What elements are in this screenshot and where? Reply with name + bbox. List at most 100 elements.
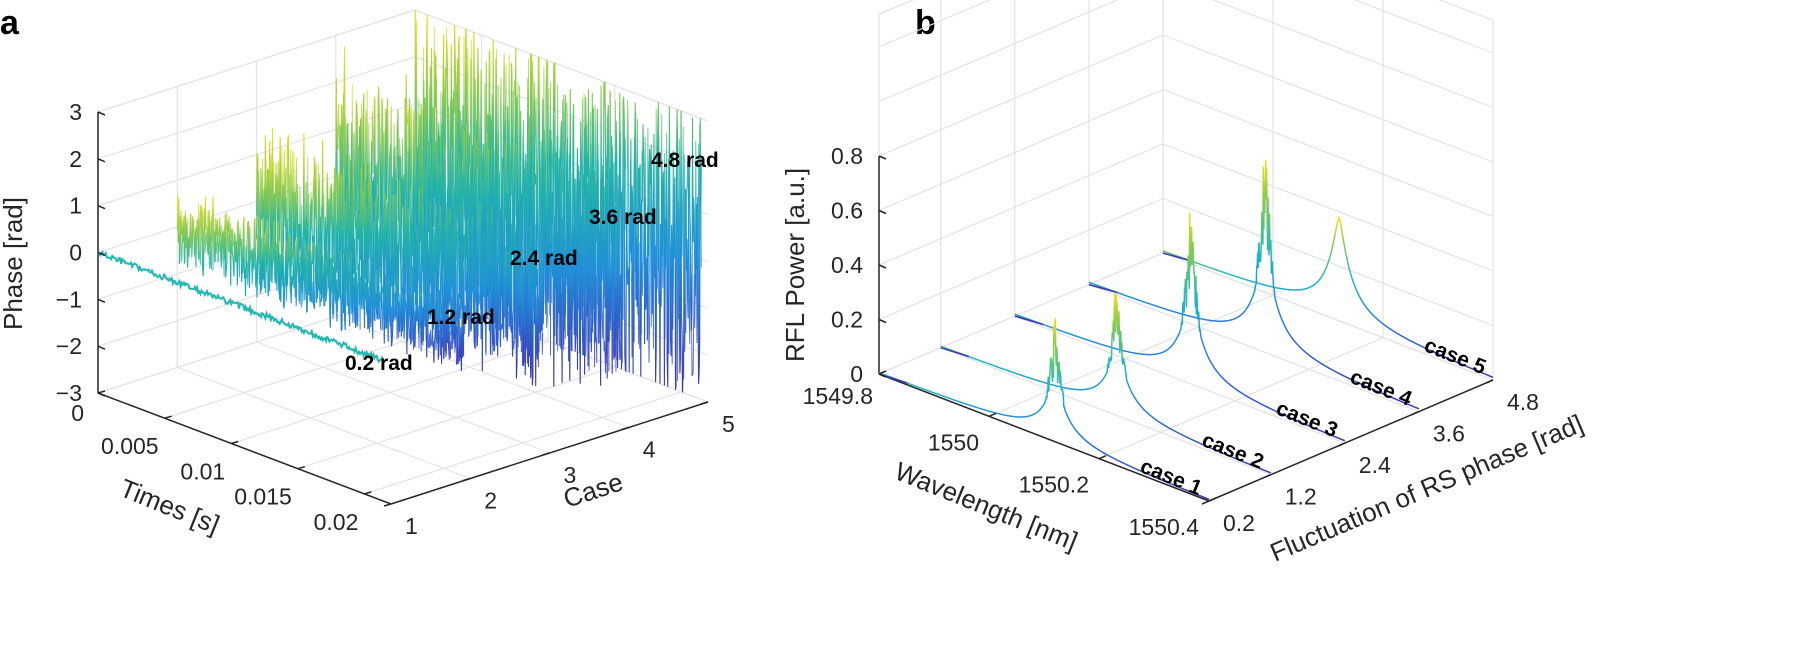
x-tick	[230, 440, 239, 445]
z-tick	[878, 373, 887, 378]
y-tick	[1263, 474, 1271, 479]
rfl-spectrum-case-2	[940, 293, 1272, 474]
grid-line	[878, 88, 1164, 212]
y-tick-label: 3	[564, 462, 577, 488]
amplitude-label-case-2: 1.2 rad	[427, 306, 495, 329]
z-tick-label: 0.4	[831, 252, 863, 278]
panel-a-annotations: 0.2 rad 1.2 rad 2.4 rad 3.6 rad 4.8 rad	[345, 149, 719, 375]
grid-line	[1088, 284, 1420, 413]
x-tick-label: 0	[71, 400, 84, 426]
panel-b-label: b	[915, 4, 936, 42]
z-tick-label: 3	[69, 99, 82, 125]
z-tick	[97, 205, 106, 210]
y-tick-label: 0.2	[1223, 510, 1255, 536]
grid-line	[1438, 0, 1494, 21]
phase-trace-case-3	[255, 127, 544, 387]
grid-line	[878, 252, 1164, 375]
x-tick	[97, 390, 106, 394]
x-tick-label: 0.01	[180, 459, 225, 485]
x-tick-label: 1550.2	[1019, 472, 1089, 498]
rfl-spectrum-case-4	[1088, 159, 1420, 410]
x-tick-label: 1550	[928, 429, 979, 455]
grid-line	[878, 0, 1119, 103]
z-tick	[97, 111, 106, 116]
grid-line	[940, 347, 1271, 476]
z-tick	[97, 345, 106, 350]
z-tick	[97, 392, 106, 397]
grid-line	[988, 294, 1274, 417]
x-tick	[297, 465, 306, 470]
case-label: case 1	[1137, 455, 1205, 501]
x-tick-label: 1550.4	[1129, 514, 1200, 540]
phase-line	[176, 193, 465, 365]
panel-a-series	[97, 10, 702, 393]
z-tick	[878, 264, 887, 269]
grid-line	[1162, 88, 1494, 218]
x-tick	[1098, 455, 1107, 460]
y-tick-label: 3.6	[1433, 421, 1465, 447]
y-tick	[1337, 442, 1346, 447]
y-tick-label: 2.4	[1359, 452, 1391, 478]
phase-trace-case-1	[97, 250, 386, 364]
grid-line	[297, 366, 615, 470]
case-label: case 3	[1273, 397, 1341, 442]
z-tick-label: 0.8	[831, 143, 863, 169]
grid-line	[1014, 315, 1346, 444]
grid-line	[1162, 34, 1494, 163]
z-tick	[97, 251, 106, 257]
y-tick	[621, 426, 630, 431]
grid-line	[878, 0, 991, 48]
x-tick	[878, 370, 887, 375]
x-tick	[164, 415, 172, 419]
panel-a-ticks: −3 −2 −1 0 1 2 3 0 0.005 0.01 0.015 0.02 1 2 3 4 5	[56, 99, 735, 539]
grid-line	[1162, 143, 1494, 272]
spectrum-baseline	[1088, 283, 1118, 294]
y-tick	[700, 401, 709, 405]
z-tick	[97, 158, 106, 163]
grid-line	[1098, 337, 1384, 460]
y-tick	[1485, 379, 1494, 384]
amplitude-label-case-3: 2.4 rad	[510, 247, 578, 270]
y-tick-label: 2	[484, 488, 497, 514]
x-tick	[364, 491, 372, 495]
panel-a-label: a	[0, 4, 20, 42]
panel-b: b 0 0.2 0.4 0.6 0.8 1549.8 1550 1550.2 1550.4 0.2…	[780, 0, 1587, 568]
case-label: case 5	[1421, 334, 1489, 380]
grid-line	[97, 9, 416, 113]
panel-b-grid	[878, 0, 1494, 502]
z-tick-label: 0.2	[831, 307, 863, 333]
z-tick-label: 2	[69, 146, 82, 172]
grid-line	[231, 340, 549, 445]
x-tick-label: 0.015	[234, 484, 292, 510]
y-tick-label: 1	[405, 513, 418, 539]
phase-line	[256, 147, 544, 368]
panel-a-z-axis-label: Phase [rad]	[0, 197, 28, 330]
y-tick-label: 5	[722, 411, 735, 437]
z-tick	[878, 155, 887, 160]
z-tick-label: −1	[56, 286, 82, 312]
y-tick	[542, 452, 550, 456]
amplitude-label-case-5: 4.8 rad	[651, 149, 719, 172]
z-tick	[878, 209, 887, 215]
panel-b-z-axis-label: RFL Power [a.u.]	[780, 168, 810, 362]
z-tick-label: 0.6	[831, 198, 863, 224]
z-tick-label: −3	[56, 380, 82, 406]
spectrum-baseline	[1014, 315, 1044, 326]
y-axis-line	[1208, 379, 1494, 502]
panel-a: a −3 −2 −1 0 1 2 3 0 0.005 0.01 0.015 0.02 1 2 3 4 5 0.2…	[0, 4, 735, 540]
spectrum-line	[1088, 159, 1420, 410]
x-axis-line	[878, 373, 1210, 502]
rfl-spectrum-case-5	[1162, 215, 1494, 378]
grid-line	[878, 34, 1164, 157]
phase-trace-case-2	[176, 193, 465, 371]
spectrum-line	[878, 317, 1210, 500]
panel-b-ticks: 0 0.2 0.4 0.6 0.8 1549.8 1550 1550.2 1550.4 0.2 1.…	[803, 143, 1539, 540]
grid-line	[364, 391, 682, 495]
z-tick-label: 0	[69, 240, 82, 266]
z-tick	[97, 298, 106, 303]
spectrum-baseline	[940, 346, 970, 358]
spectrum-line	[1014, 212, 1346, 442]
x-tick-label: 0.02	[314, 509, 359, 535]
grid-line	[878, 143, 1164, 266]
